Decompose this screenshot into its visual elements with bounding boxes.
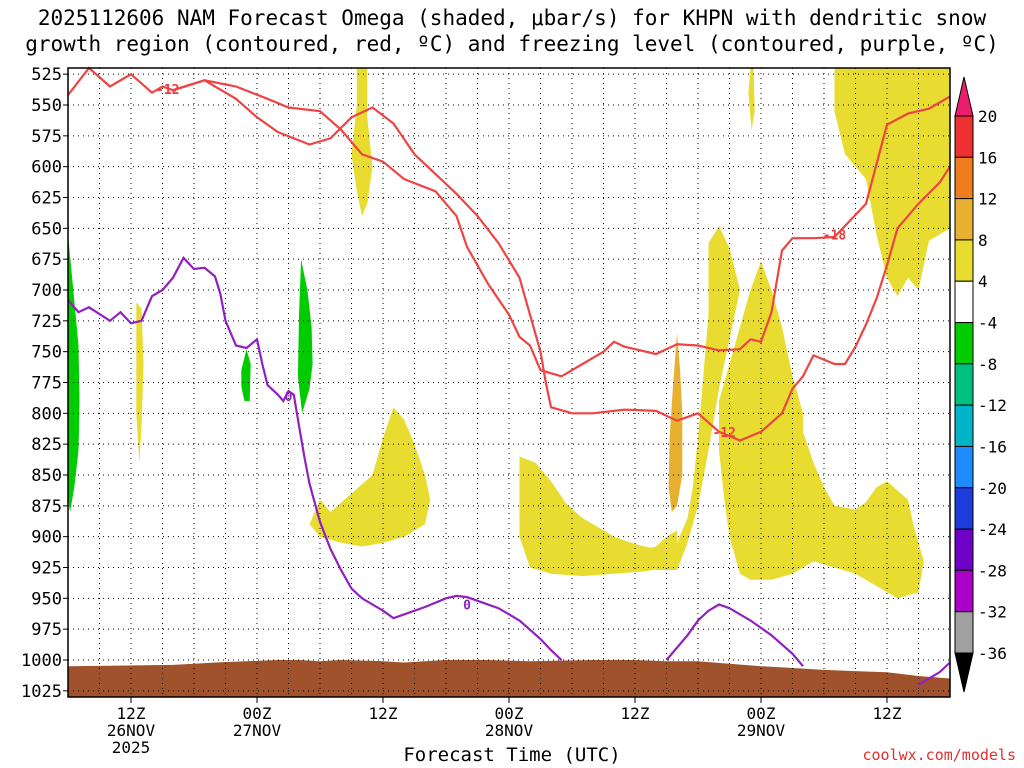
y-tick-label: 675 xyxy=(31,250,62,270)
colorbar-segment xyxy=(954,198,974,241)
y-tick-label: 650 xyxy=(31,219,62,239)
y-tick-label: 1025 xyxy=(21,682,62,702)
freezing-level-contour xyxy=(917,661,951,686)
colorbar-label: -8 xyxy=(978,355,997,374)
dgz-top-contour xyxy=(67,66,951,442)
y-tick-label: 550 xyxy=(31,96,62,116)
contour-label: -12 xyxy=(713,426,736,441)
credit-text: coolwx.com/models xyxy=(862,746,1016,764)
x-tick-label: 2025 xyxy=(112,738,151,757)
x-tick-label: 12Z xyxy=(117,704,146,723)
y-tick-label: 950 xyxy=(31,589,62,609)
freezing-level-contour xyxy=(67,256,563,661)
colorbar-label: 4 xyxy=(978,272,988,291)
y-tick-label: 525 xyxy=(31,65,62,85)
colorbar-segment xyxy=(954,487,974,530)
freezing-level-contour xyxy=(665,603,804,667)
y-tick-label: 850 xyxy=(31,466,62,486)
colorbar-segment xyxy=(954,156,974,200)
colorbar-label: -20 xyxy=(978,479,1007,498)
y-tick-label: 775 xyxy=(31,374,62,394)
colorbar-label: -4 xyxy=(978,314,997,333)
omega-positive-region xyxy=(351,68,373,216)
omega-positive-region xyxy=(519,456,677,577)
x-tick-label: 26NOV xyxy=(107,721,156,740)
omega-positive-region xyxy=(519,225,740,570)
y-tick-label: 625 xyxy=(31,189,62,209)
x-tick-label: 12Z xyxy=(621,704,650,723)
x-tick-label: 12Z xyxy=(369,704,398,723)
colorbar-label: 8 xyxy=(978,231,988,250)
omega-negative-region xyxy=(241,349,251,401)
colorbar-segment xyxy=(954,611,974,654)
colorbar-segment xyxy=(954,115,974,158)
contour-label: -12 xyxy=(156,83,179,98)
y-tick-label: 725 xyxy=(31,312,62,332)
x-tick-label: 00Z xyxy=(747,704,776,723)
colorbar-segment xyxy=(954,363,974,406)
omega-strong-core xyxy=(668,333,683,512)
colorbar-bottom-arrow xyxy=(954,652,974,693)
omega-positive-region xyxy=(309,407,431,547)
x-tick-label: 27NOV xyxy=(233,721,282,740)
colorbar-segment xyxy=(954,239,974,282)
y-tick-label: 800 xyxy=(31,404,62,424)
y-tick-label: 700 xyxy=(31,281,62,301)
colorbar-segment xyxy=(954,569,974,613)
colorbar-label: -16 xyxy=(978,437,1007,456)
omega-negative-region xyxy=(68,234,80,512)
x-tick-label: 12Z xyxy=(873,704,902,723)
colorbar-label: -24 xyxy=(978,520,1007,539)
y-tick-label: 575 xyxy=(31,127,62,147)
colorbar-label: 20 xyxy=(978,107,997,126)
chart-title-line-2: growth region (contoured, red, ºC) and f… xyxy=(25,32,999,56)
omega-positive-region xyxy=(719,261,924,599)
colorbar-label: 16 xyxy=(978,148,997,167)
omega-positive-region xyxy=(136,302,144,463)
colorbar-top-arrow xyxy=(954,76,974,117)
x-tick-label: 29NOV xyxy=(737,721,786,740)
colorbar-segment xyxy=(954,528,974,571)
x-axis-title: Forecast Time (UTC) xyxy=(403,744,621,766)
chart-title-line-1: 2025112606 NAM Forecast Omega (shaded, μ… xyxy=(37,6,987,30)
y-tick-label: 975 xyxy=(31,620,62,640)
colorbar-segment xyxy=(954,404,974,447)
y-tick-label: 825 xyxy=(31,435,62,455)
x-tick-label: 28NOV xyxy=(485,721,534,740)
contour-label: 0 xyxy=(463,599,471,614)
contour-label: 0 xyxy=(285,390,293,405)
omega-negative-region xyxy=(297,259,313,414)
contour-label: -18 xyxy=(823,229,847,244)
colorbar-segment xyxy=(954,445,974,489)
x-tick-label: 00Z xyxy=(495,704,524,723)
colorbar-label: -28 xyxy=(978,561,1007,580)
colorbar-label: -36 xyxy=(978,644,1007,663)
colorbar-label: 12 xyxy=(978,190,997,209)
omega-positive-region xyxy=(834,68,950,297)
y-tick-label: 600 xyxy=(31,158,62,178)
y-tick-label: 900 xyxy=(31,528,62,548)
dgz-bottom-contour xyxy=(172,79,951,378)
y-tick-label: 925 xyxy=(31,559,62,579)
colorbar-label: -12 xyxy=(978,396,1007,415)
y-tick-label: 875 xyxy=(31,497,62,517)
y-tick-label: 750 xyxy=(31,343,62,363)
omega-positive-region xyxy=(748,68,755,130)
colorbar-segment xyxy=(954,280,974,324)
colorbar-segment xyxy=(954,322,974,365)
colorbar-label: -32 xyxy=(978,603,1007,622)
x-tick-label: 00Z xyxy=(243,704,272,723)
y-tick-label: 1000 xyxy=(21,651,62,671)
